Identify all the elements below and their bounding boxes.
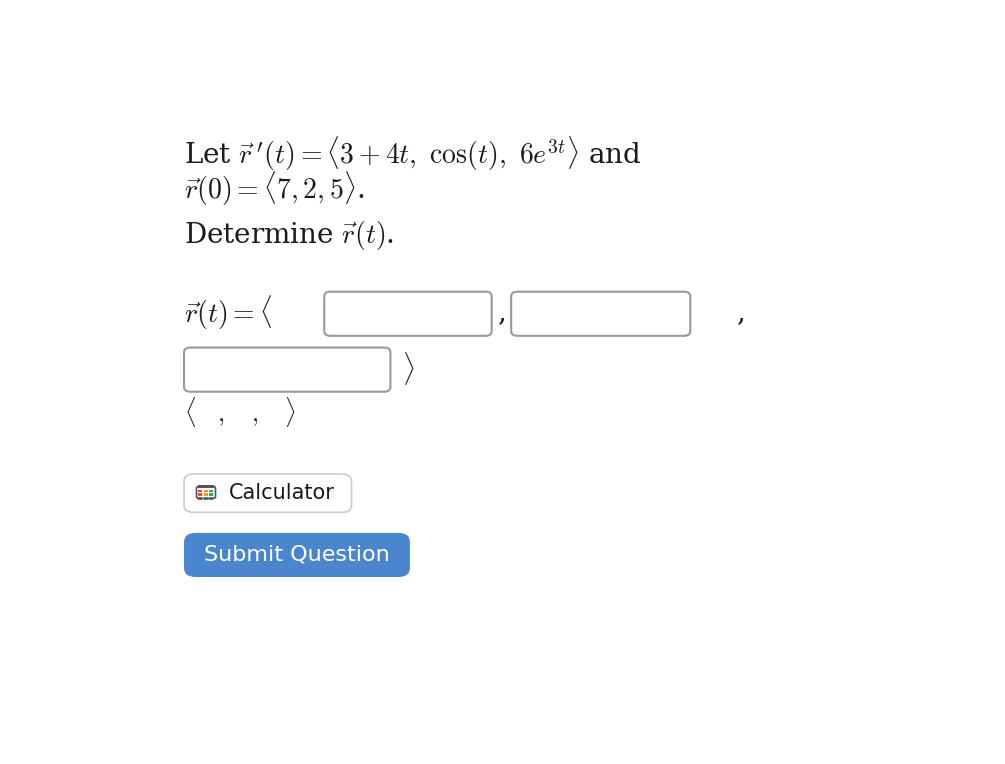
- FancyBboxPatch shape: [198, 497, 202, 500]
- FancyBboxPatch shape: [184, 533, 410, 577]
- Text: Let $\vec{r}\,'(t) = \langle 3 + 4t,\ \cos(t),\ 6e^{3t}\rangle$ and: Let $\vec{r}\,'(t) = \langle 3 + 4t,\ \c…: [184, 134, 641, 173]
- FancyBboxPatch shape: [184, 348, 390, 392]
- FancyBboxPatch shape: [204, 494, 208, 496]
- Text: Determine $\vec{r}(t)$.: Determine $\vec{r}(t)$.: [184, 219, 394, 252]
- FancyBboxPatch shape: [209, 490, 213, 493]
- FancyBboxPatch shape: [198, 490, 202, 493]
- FancyBboxPatch shape: [209, 497, 213, 500]
- FancyBboxPatch shape: [325, 292, 491, 336]
- Text: ,: ,: [497, 299, 507, 325]
- FancyBboxPatch shape: [198, 485, 214, 488]
- FancyBboxPatch shape: [198, 494, 202, 496]
- Text: $\vec{r}(t) = \langle$: $\vec{r}(t) = \langle$: [184, 293, 272, 332]
- Text: $\vec{r}(0) = \langle 7, 2, 5\rangle$.: $\vec{r}(0) = \langle 7, 2, 5\rangle$.: [184, 170, 365, 208]
- Text: Submit Question: Submit Question: [204, 545, 390, 565]
- FancyBboxPatch shape: [184, 474, 352, 513]
- Text: Calculator: Calculator: [229, 483, 335, 503]
- Text: $\rangle$: $\rangle$: [402, 350, 414, 387]
- FancyBboxPatch shape: [512, 292, 690, 336]
- Text: ,: ,: [737, 299, 746, 325]
- FancyBboxPatch shape: [204, 497, 208, 500]
- FancyBboxPatch shape: [209, 494, 213, 496]
- Text: $\langle\quad,\quad,\quad\rangle$: $\langle\quad,\quad,\quad\rangle$: [184, 395, 295, 429]
- FancyBboxPatch shape: [204, 490, 208, 493]
